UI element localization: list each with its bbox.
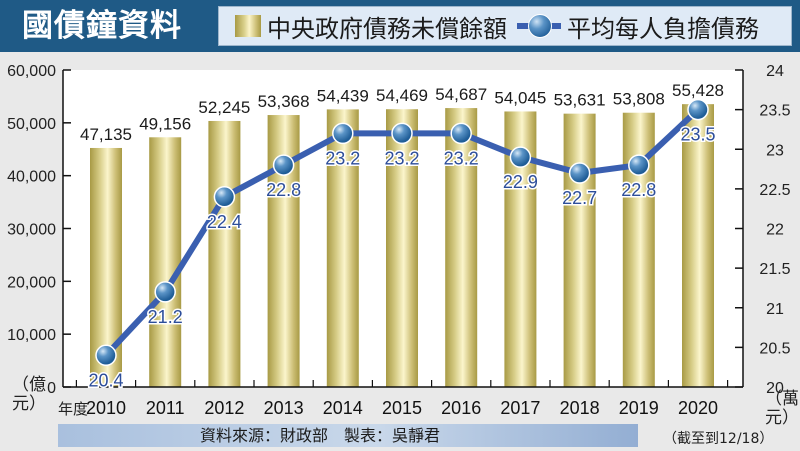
x-axis-tick-label: 2016: [441, 398, 481, 418]
right-axis-tick-label: 20: [766, 380, 784, 397]
left-axis-tick-label: 10,000: [7, 327, 56, 344]
bar-value-label: 53,631: [554, 91, 606, 110]
line-value-label: 23.5: [680, 125, 715, 145]
x-axis-tick-label: 2019: [619, 398, 659, 418]
source-strip: [58, 424, 638, 447]
bar-2012: [208, 120, 241, 387]
line-marker: [154, 281, 176, 303]
source-credit: 資料來源：財政部 製表：吳靜君: [200, 426, 441, 445]
x-axis-tick-label: 2020: [678, 398, 718, 418]
line-value-label: 23.2: [325, 148, 360, 168]
bar-series: [90, 104, 714, 388]
x-axis-prefix: 年度: [58, 400, 89, 418]
chart-title: 國債鐘資料: [22, 8, 182, 44]
left-axis-tick-label: 30,000: [7, 222, 56, 239]
right-axis-tick-label: 22.5: [759, 182, 790, 199]
bar-value-label: 54,469: [376, 86, 428, 105]
right-axis-unit: （萬元）: [765, 389, 799, 428]
x-axis-tick-label: 2011: [146, 398, 185, 418]
bar-legend-label: 中央政府債務未償餘額: [267, 14, 507, 43]
line-marker: [272, 154, 295, 176]
line-marker: [568, 162, 591, 184]
bar-value-label: 47,135: [80, 125, 132, 144]
left-axis-tick-label: 60,000: [7, 63, 56, 80]
right-axis-tick-label: 24: [766, 63, 784, 80]
left-axis-tick-label: 20,000: [7, 274, 56, 291]
x-axis-tick-label: 2018: [560, 398, 600, 418]
left-axis-tick-label: 50,000: [7, 116, 56, 133]
left-axis-tick-label: 40,000: [7, 169, 56, 186]
x-axis-tick-label: 2013: [264, 398, 304, 418]
bar-2015: [386, 109, 418, 388]
left-axis-unit: （億元）: [12, 375, 46, 414]
bar-2018: [563, 113, 596, 388]
bar-2020: [682, 104, 714, 388]
line-value-label: 22.9: [503, 172, 538, 192]
bar-2014: [326, 109, 359, 387]
axes: 010,00020,00030,00040,00050,00060,000202…: [7, 63, 791, 418]
bar-value-label: 53,368: [258, 92, 310, 111]
date-note: （截至到12/18）: [663, 431, 774, 447]
bar-2016: [445, 108, 478, 388]
line-marker: [628, 154, 650, 176]
x-axis-tick-label: 2014: [323, 398, 363, 418]
left-axis-tick-label: 0: [47, 380, 56, 397]
line-value-label: 22.8: [621, 180, 656, 200]
line-legend-marker-icon: [517, 14, 561, 38]
right-axis-tick-label: 23: [766, 142, 784, 159]
bar-value-label: 49,156: [139, 114, 191, 133]
bar-value-label: 53,808: [613, 90, 665, 109]
data-labels: 47,135 49,156 52,245 53,368 54,439 54,469 54,6…: [80, 81, 724, 392]
bar-legend-swatch-icon: [235, 15, 261, 37]
line-value-label: 23.2: [384, 148, 419, 168]
bar-value-label: 54,439: [317, 86, 369, 105]
line-marker: [213, 186, 236, 208]
line-series: [95, 98, 709, 367]
line-marker: [95, 344, 117, 367]
line-value-label: 22.4: [207, 212, 242, 232]
line-value-label: 22.8: [266, 180, 301, 200]
bar-value-label: 55,428: [672, 81, 724, 100]
x-axis-tick-label: 2012: [204, 398, 244, 418]
line-marker: [332, 122, 354, 145]
right-axis-tick-label: 21: [766, 301, 784, 318]
bar-value-label: 52,245: [198, 98, 250, 117]
line-value-label: 23.2: [444, 148, 479, 168]
right-axis-tick-label: 23.5: [759, 103, 790, 120]
line-marker: [450, 122, 472, 145]
bar-value-label: 54,687: [435, 85, 487, 104]
line-marker: [391, 122, 413, 145]
line-legend-label: 平均每人負擔債務: [567, 14, 759, 43]
line-value-label: 21.2: [148, 307, 183, 327]
line-value-label: 20.4: [88, 370, 123, 390]
line-marker: [687, 98, 709, 121]
bar-2011: [149, 137, 182, 387]
x-axis-tick-label: 2010: [86, 398, 126, 418]
x-axis-tick-label: 2015: [382, 398, 422, 418]
chart-header: 國債鐘資料 中央政府債務未償餘額 平均每人負擔債務: [0, 0, 800, 52]
bar-value-label: 54,045: [494, 88, 546, 107]
x-axis-tick-label: 2017: [500, 398, 540, 418]
right-axis-tick-label: 21.5: [759, 261, 790, 278]
legend: 中央政府債務未償餘額 平均每人負擔債務: [218, 6, 792, 46]
right-axis-tick-label: 22: [766, 222, 784, 239]
line-marker: [509, 146, 532, 168]
line-value-label: 22.7: [562, 188, 597, 208]
right-axis-tick-label: 20.5: [759, 340, 790, 357]
